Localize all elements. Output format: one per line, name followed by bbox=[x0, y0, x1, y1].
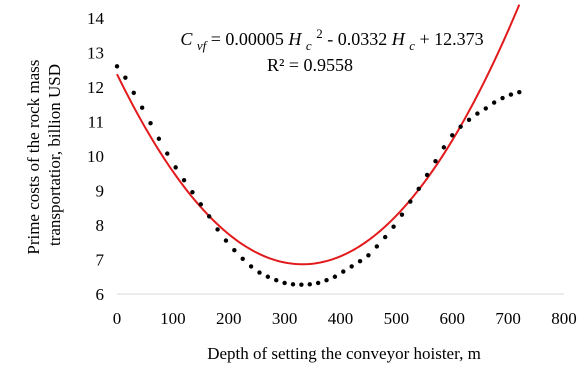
trendline bbox=[116, 4, 521, 266]
data-point bbox=[156, 136, 162, 141]
data-point bbox=[416, 186, 421, 191]
x-tick-label: 300 bbox=[272, 309, 298, 328]
data-point bbox=[475, 111, 480, 116]
r-squared: R² = 0.9558 bbox=[267, 55, 353, 75]
data-points-layer bbox=[114, 64, 522, 287]
y-tick-label: 12 bbox=[87, 78, 104, 97]
data-point bbox=[290, 282, 296, 287]
eq-var2: H bbox=[391, 29, 406, 49]
data-point bbox=[114, 64, 120, 69]
x-tick-label: 800 bbox=[551, 309, 577, 328]
data-point bbox=[232, 247, 237, 253]
data-point bbox=[223, 238, 229, 243]
data-point bbox=[248, 264, 254, 269]
y-tick-label: 8 bbox=[96, 216, 105, 235]
y-tick-label: 11 bbox=[88, 113, 104, 132]
data-point bbox=[240, 256, 245, 262]
y-tick-label: 6 bbox=[96, 285, 105, 304]
x-tick-label: 400 bbox=[328, 309, 354, 328]
data-point bbox=[424, 172, 430, 178]
x-tick-label: 600 bbox=[440, 309, 466, 328]
data-point bbox=[139, 105, 145, 110]
y-axis-label-line-1: Prime costs of the rock mass bbox=[24, 60, 43, 255]
trendline-layer bbox=[116, 4, 521, 266]
x-tick-label: 700 bbox=[495, 309, 521, 328]
data-point bbox=[341, 269, 346, 274]
data-point bbox=[324, 278, 329, 283]
data-point bbox=[315, 280, 321, 286]
data-point bbox=[299, 282, 304, 287]
y-tick-label: 7 bbox=[96, 251, 105, 270]
eq-mid: - 0.0332 bbox=[327, 29, 387, 49]
eq-var2-sub: c bbox=[409, 38, 415, 53]
x-tick-label: 200 bbox=[216, 309, 242, 328]
data-point bbox=[366, 253, 371, 258]
x-axis-label: Depth of setting the conveyor hoister, m bbox=[207, 344, 481, 363]
y-tick-label: 13 bbox=[87, 44, 104, 63]
data-point bbox=[131, 90, 136, 96]
data-point bbox=[307, 282, 312, 287]
eq-sign: = 0.00005 bbox=[211, 29, 284, 49]
y-axis-label: Prime costs of the rock mass transportat… bbox=[24, 55, 64, 254]
data-point bbox=[433, 158, 438, 164]
x-tick-label: 0 bbox=[113, 309, 122, 328]
eq-var1: H bbox=[287, 29, 302, 49]
data-point bbox=[265, 274, 271, 279]
data-point bbox=[517, 89, 522, 95]
data-point bbox=[357, 259, 363, 264]
data-point bbox=[148, 121, 153, 126]
data-point bbox=[383, 234, 388, 240]
data-point bbox=[500, 95, 505, 101]
data-point bbox=[391, 224, 396, 229]
data-point bbox=[408, 199, 413, 204]
data-point bbox=[374, 244, 380, 249]
data-point bbox=[190, 190, 195, 195]
data-point bbox=[274, 278, 279, 283]
data-point bbox=[399, 212, 405, 217]
data-point bbox=[123, 75, 128, 80]
data-point bbox=[483, 106, 488, 111]
eq-tail: + 12.373 bbox=[419, 29, 483, 49]
eq-var1-sub: c bbox=[306, 38, 312, 53]
data-point bbox=[466, 117, 472, 122]
data-point bbox=[198, 202, 204, 207]
data-point bbox=[458, 124, 463, 129]
eq-lhs-sub: vf bbox=[197, 38, 209, 53]
data-point bbox=[173, 165, 178, 170]
data-point bbox=[215, 227, 220, 232]
data-point bbox=[181, 177, 187, 183]
trendline-equation: C vf = 0.00005 H c 2 - 0.0332 H c + 12.3… bbox=[180, 22, 483, 54]
y-tick-label: 14 bbox=[87, 9, 105, 28]
data-point bbox=[206, 214, 212, 219]
data-point bbox=[165, 151, 170, 156]
axes: 0 100 200 300 400 500 600 700 800 6 7 8 9 10 11 12 13 14 bbox=[87, 9, 577, 328]
data-point bbox=[349, 264, 354, 269]
eq-lhs: C bbox=[180, 29, 193, 49]
eq-var1-sup: 2 bbox=[316, 26, 323, 41]
y-axis-label-line-2: transportatior, billion USD bbox=[45, 64, 64, 246]
y-tick-label: 10 bbox=[87, 147, 104, 166]
x-tick-label: 100 bbox=[160, 309, 186, 328]
x-tick-label: 500 bbox=[384, 309, 410, 328]
y-tick-label: 9 bbox=[96, 182, 105, 201]
data-point bbox=[441, 145, 447, 150]
data-point bbox=[257, 270, 262, 275]
data-point bbox=[491, 100, 497, 105]
data-point bbox=[450, 133, 455, 138]
data-point bbox=[508, 92, 514, 97]
data-point bbox=[332, 274, 338, 279]
data-point bbox=[282, 280, 287, 286]
